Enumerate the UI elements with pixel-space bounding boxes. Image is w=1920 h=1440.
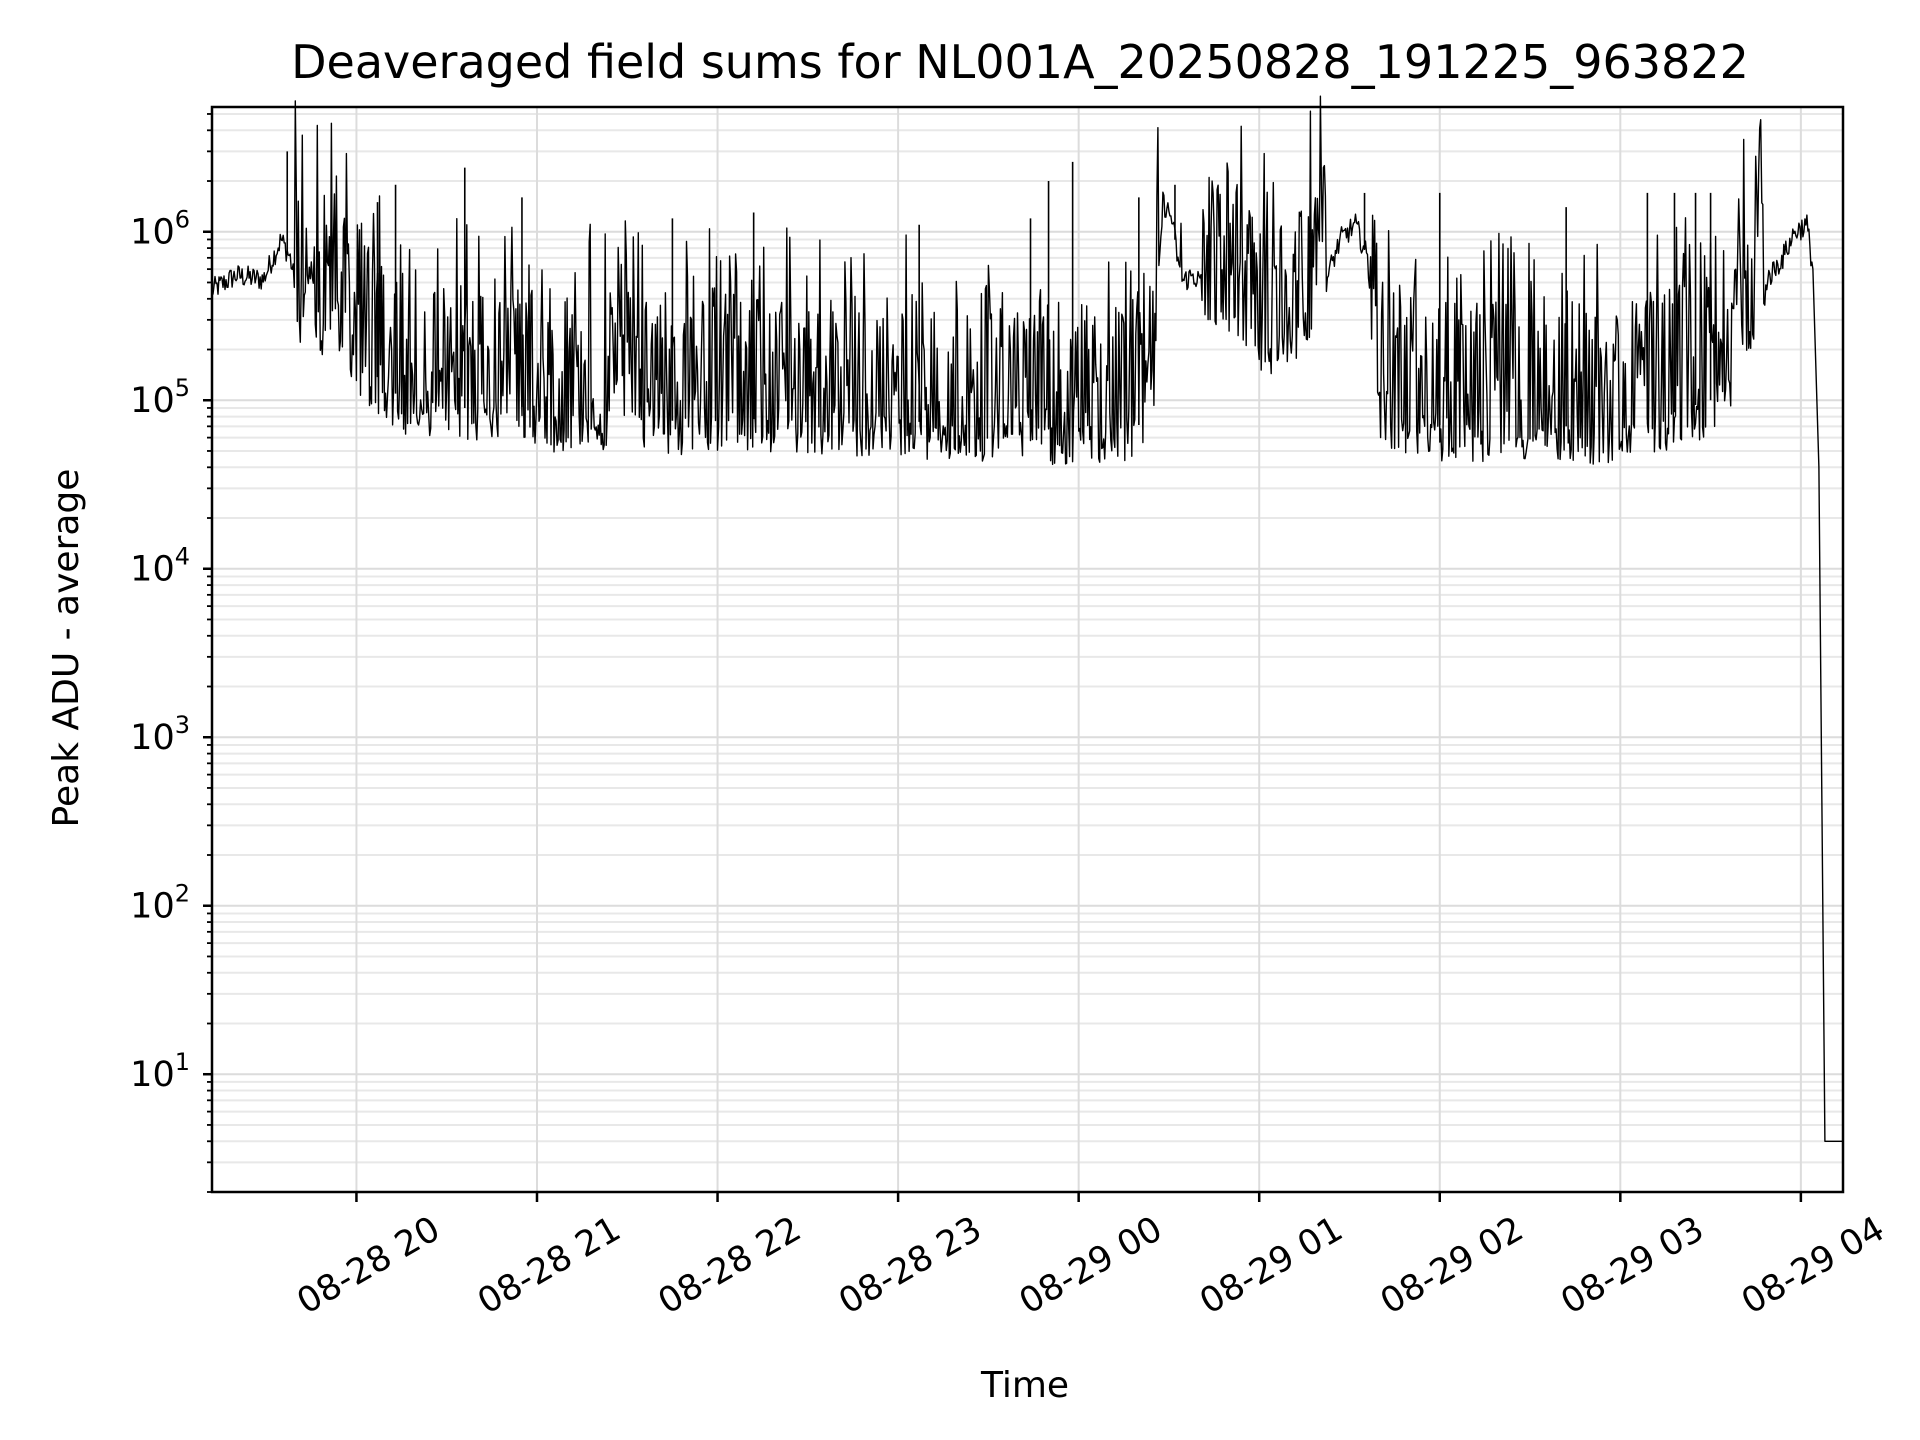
y-axis-label: Peak ADU - average xyxy=(46,469,87,828)
plot-frame xyxy=(210,105,1845,1194)
y-tick-label: 106 xyxy=(130,206,190,253)
y-tick-label: 101 xyxy=(130,1048,190,1095)
chart-title: Deaveraged field sums for NL001A_2025082… xyxy=(291,35,1749,89)
series-layer xyxy=(211,95,1843,1143)
series-line xyxy=(211,95,1843,1143)
y-tick-label: 102 xyxy=(130,880,190,927)
y-tick-label: 103 xyxy=(130,711,190,758)
axis-ticks xyxy=(203,113,1803,1202)
y-tick-label: 105 xyxy=(130,374,190,421)
y-tick-label: 104 xyxy=(130,543,190,590)
x-axis-label: Time xyxy=(980,1365,1069,1406)
